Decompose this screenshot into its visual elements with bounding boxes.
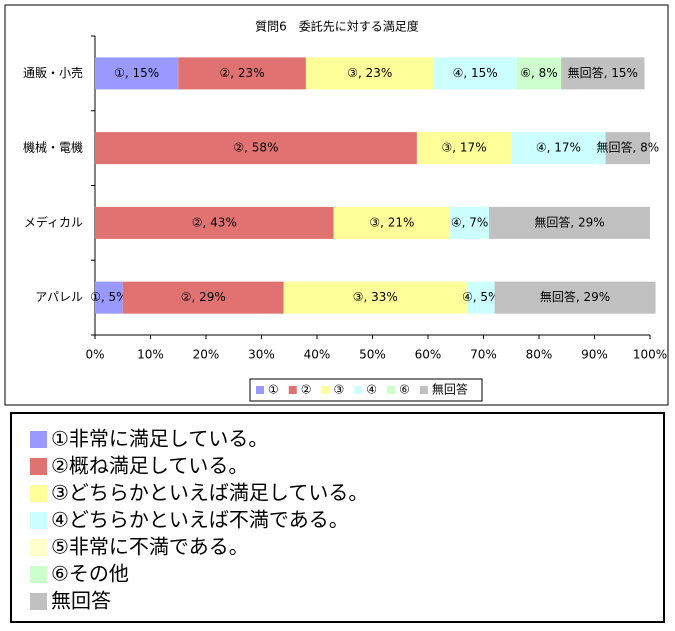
data-label: 無回答, 29% — [540, 289, 610, 304]
key-swatch — [30, 593, 47, 610]
legend-swatch — [387, 386, 396, 394]
legend-swatch — [288, 386, 297, 394]
data-label: ①, 15% — [114, 66, 159, 80]
key-label: ④どちらかといえば不満である。 — [51, 508, 349, 532]
legend-label: ③ — [334, 383, 345, 397]
data-label: ④, 7% — [451, 215, 488, 229]
key-swatch — [30, 458, 47, 475]
x-tick-label: 70% — [470, 348, 497, 362]
data-label: ②, 43% — [192, 215, 237, 229]
data-label: ③, 21% — [369, 215, 414, 229]
data-label: 無回答, 29% — [534, 214, 604, 229]
bar-segment — [511, 132, 606, 165]
data-label: 無回答, 15% — [568, 65, 638, 80]
legend-swatch — [321, 386, 330, 394]
legend-swatch — [419, 386, 428, 394]
x-tick-label: 60% — [415, 348, 442, 362]
bar-segment — [450, 206, 490, 239]
key-swatch — [30, 431, 47, 448]
data-label: ④, 5% — [462, 290, 499, 304]
bar-segment — [416, 132, 512, 165]
bar-segment — [489, 206, 650, 239]
key-label: ⑥その他 — [51, 562, 129, 586]
y-tick-label: 通販・小売 — [23, 65, 83, 80]
key-label: ③どちらかといえば満足している。 — [51, 481, 368, 505]
legend-label: ① — [268, 383, 279, 397]
key-label: 無回答 — [51, 589, 111, 613]
bar-segment — [95, 281, 123, 314]
answer-key-box — [10, 412, 665, 623]
bar-segment — [95, 132, 417, 165]
bar-segment — [466, 281, 495, 314]
data-label: ③, 23% — [347, 66, 392, 80]
data-label: ③, 33% — [353, 290, 398, 304]
data-label: 無回答, 8% — [596, 140, 659, 155]
data-label: ⑥, 8% — [520, 66, 557, 80]
key-label: ②概ね満足している。 — [51, 454, 248, 478]
bar-segment — [305, 57, 434, 90]
x-tick-label: 80% — [526, 348, 553, 362]
bar-segment — [516, 57, 562, 90]
legend-label: ④ — [366, 383, 377, 397]
x-tick-label: 40% — [304, 348, 331, 362]
bar-segment — [433, 57, 517, 90]
bar-segment — [283, 281, 467, 314]
legend-box — [249, 378, 483, 402]
data-label: ①, 5% — [90, 290, 127, 304]
data-label: ④, 17% — [536, 141, 581, 155]
data-label: ④, 15% — [453, 66, 498, 80]
y-tick-label: アパレル — [35, 290, 83, 304]
x-tick-label: 20% — [193, 348, 220, 362]
bar-segment — [561, 57, 645, 90]
legend-swatch — [354, 386, 363, 394]
y-tick-label: メディカル — [24, 214, 83, 229]
key-swatch — [30, 539, 47, 556]
legend-label: ⑥ — [399, 383, 410, 397]
x-tick-label: 50% — [359, 348, 386, 362]
x-tick-label: 90% — [581, 348, 608, 362]
x-tick-label: 30% — [248, 348, 275, 362]
bar-segment — [494, 281, 656, 314]
key-swatch — [30, 566, 47, 583]
x-tick-label: 100% — [633, 348, 667, 362]
legend-swatch — [256, 386, 264, 394]
legend-label: 無回答 — [432, 382, 468, 397]
key-label: ①非常に満足している。 — [51, 427, 268, 451]
chart-title: 質問6 委託先に対する満足度 — [255, 19, 419, 34]
data-label: ②, 29% — [181, 290, 226, 304]
legend-label: ② — [301, 383, 312, 397]
bar-segment — [178, 57, 306, 90]
key-label: ⑤非常に不満である。 — [51, 535, 249, 559]
key-swatch — [30, 485, 47, 502]
data-label: ②, 58% — [233, 141, 278, 155]
bar-segment — [95, 57, 179, 90]
bar-segment — [605, 132, 650, 165]
data-label: ③, 17% — [442, 141, 487, 155]
bar-segment — [333, 206, 451, 239]
data-label: ②, 23% — [220, 66, 265, 80]
key-swatch — [30, 512, 47, 529]
x-tick-label: 0% — [85, 348, 104, 362]
bar-segment — [95, 206, 334, 239]
bar-segment — [122, 281, 284, 314]
y-tick-label: 機械・電機 — [23, 140, 83, 155]
x-tick-label: 10% — [137, 348, 164, 362]
